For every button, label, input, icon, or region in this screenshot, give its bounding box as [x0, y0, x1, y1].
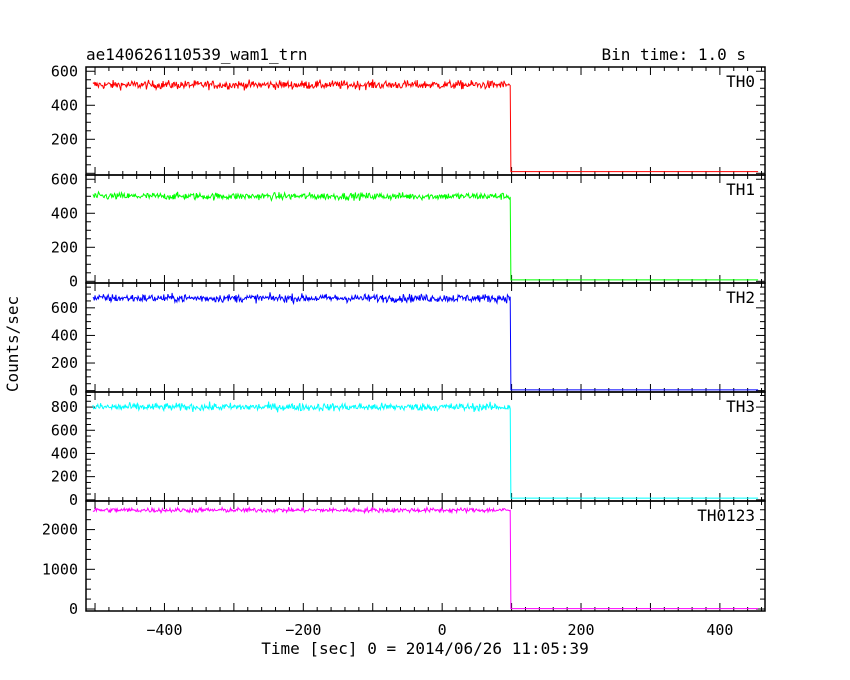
y-tick-label: 1000	[42, 560, 78, 578]
y-tick-label: 800	[51, 398, 78, 416]
series-label: TH0	[726, 72, 755, 91]
panel-frame	[85, 500, 766, 612]
series-line-th2	[92, 292, 759, 391]
y-tick-label: 400	[51, 326, 78, 344]
y-tick-label: 600	[51, 421, 78, 439]
x-tick-label: −400	[146, 621, 182, 639]
series-line-th0123	[92, 505, 759, 610]
x-tick-label: 200	[567, 621, 594, 639]
series-line-th3	[92, 401, 759, 499]
chart-title: ae140626110539_wam1_trn	[86, 45, 308, 64]
series-label: TH3	[726, 397, 755, 416]
series-line-th0	[92, 78, 759, 173]
y-tick-label: 0	[69, 382, 78, 400]
y-tick-label: 200	[51, 468, 78, 486]
panels: 200 400 600 TH0 0 200 400 600 TH1 0 200 400 600 TH2 0 2…	[42, 62, 766, 639]
y-axis-label: Counts/sec	[3, 296, 22, 392]
y-tick-label: 600	[51, 299, 78, 317]
series-label: TH0123	[697, 506, 755, 525]
y-tick-label: 200	[51, 130, 78, 148]
y-tick-label: 400	[51, 444, 78, 462]
y-tick-label: 2000	[42, 521, 78, 539]
x-tick-label: −200	[285, 621, 321, 639]
series-line-th1	[92, 190, 759, 281]
x-tick-label: 400	[706, 621, 733, 639]
x-tick-label: 0	[438, 621, 447, 639]
series-label: TH1	[726, 180, 755, 199]
panel-frame	[85, 174, 766, 284]
bin-time-label: Bin time: 1.0 s	[602, 45, 747, 64]
y-tick-label: 0	[69, 272, 78, 290]
y-tick-label: 0	[69, 491, 78, 509]
y-tick-label: 400	[51, 96, 78, 114]
series-label: TH2	[726, 288, 755, 307]
y-tick-label: 600	[51, 62, 78, 80]
y-tick-label: 600	[51, 170, 78, 188]
y-tick-label: 400	[51, 204, 78, 222]
y-tick-label: 200	[51, 238, 78, 256]
y-tick-label: 0	[69, 600, 78, 618]
y-tick-label: 200	[51, 354, 78, 372]
x-axis-label: Time [sec] 0 = 2014/06/26 11:05:39	[261, 639, 589, 658]
